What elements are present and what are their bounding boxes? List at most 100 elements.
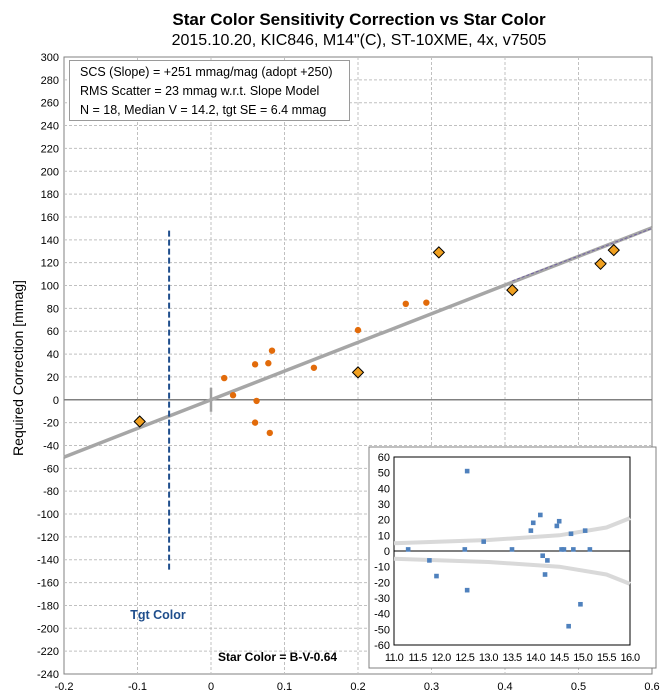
inset-data-point [462,547,468,552]
inset-data-point [427,558,432,563]
data-point [354,326,362,334]
chart-title: Star Color Sensitivity Correction vs Sta… [172,10,546,29]
y-tick-label: -220 [37,646,59,658]
y-tick-label: 120 [41,258,59,270]
y-tick-label: 280 [41,75,59,87]
inset-data-point [587,547,593,552]
inset-y-tick-label: 10 [378,530,390,542]
inset-data-point [509,547,515,552]
main-grid [63,56,653,675]
inset-data-point [568,531,574,537]
inset-data-point [571,547,576,552]
diamond-point [351,366,365,379]
inset-data-point [578,601,583,607]
y-tick-label: -60 [43,463,59,475]
y-tick-label: 140 [41,235,59,247]
x-tick-label: 0.1 [277,681,292,693]
y-tick-label: -100 [37,509,59,521]
inset-data-point [538,512,543,518]
inset-x-tick-label: 14.5 [550,652,569,664]
inset-y-tick-label: -60 [374,640,390,652]
inset-data-point [464,587,470,593]
inset-y-tick-label: 0 [384,546,390,558]
y-tick-label: 240 [41,121,59,133]
data-point [229,392,237,399]
inset-data-point [530,520,536,526]
inset-x-tick-label: 13.5 [502,652,521,664]
y-tick-label: 20 [47,372,59,384]
y-tick-label: -180 [37,600,59,612]
y-axis-label: Required Correction [mmag] [10,280,26,456]
inset-x-tick-label: 12.5 [455,652,474,664]
y-tick-label: 80 [47,303,59,315]
inset-data-point [434,573,439,579]
inset-data-point [540,553,545,558]
data-point [251,361,259,368]
diamond-point [594,257,607,271]
x-tick-label: 0.3 [424,681,439,693]
y-tick-label: -240 [37,669,59,681]
data-point [402,300,409,307]
inset-y-tick-label: 20 [378,515,390,527]
y-tick-label: 0 [53,395,59,407]
y-tick-label: -40 [43,440,59,452]
x-tick-label: 0.6 [644,681,659,693]
inset-x-tick-label: 16.0 [620,652,639,664]
y-tick-label: -160 [37,578,59,590]
inset-x-tick-label: 15.0 [573,652,592,664]
y-tick-label: 60 [47,326,59,338]
inset-y-tick-label: -10 [374,562,390,574]
chart-subtitle: 2015.10.20, KIC846, M14"(C), ST-10XME, 4… [171,32,547,49]
y-tick-label: 260 [41,98,59,110]
y-tick-label: 160 [41,212,59,224]
inset-data-point [542,572,548,577]
diamond-point [432,246,446,259]
inset-x-tick-label: 14.0 [526,652,545,664]
inset-data-point [559,547,564,552]
y-tick-label: 100 [41,281,59,293]
x-tick-label: 0.5 [571,681,586,693]
inset-y-tick-label: 30 [378,499,390,511]
inset-data-point [566,623,571,629]
inset-y-tick-label: -20 [374,577,390,589]
y-tick-label: 40 [47,349,59,361]
y-tick-label: -80 [43,486,59,498]
y-tick-label: -20 [43,418,59,430]
target-color-label: Tgt Color [130,608,186,622]
stats-rms: RMS Scatter = 23 mmag w.r.t. Slope Model [80,84,320,98]
main-tick-labels: 3002802602402202001801601401201008060402… [37,52,660,693]
inset-y-tick-label: 60 [378,452,390,464]
diamond-point [506,283,519,297]
inset-x-tick-label: 13.0 [479,652,498,664]
inset-y-tick-label: -50 [374,624,390,636]
inset-data-point [582,528,588,533]
data-point [221,374,228,382]
data-point [268,347,276,354]
inset-data-point [554,523,560,529]
data-point [251,419,259,426]
stats-box: SCS (Slope) = +251 mmag/mag (adopt +250)… [69,60,350,121]
x-tick-label: 0.2 [350,681,365,693]
fit-line [63,226,653,459]
data-point [266,429,273,437]
inset-y-tick-label: 50 [378,468,390,480]
y-tick-label: 300 [41,52,59,64]
data-point [423,299,430,306]
main-marks [63,226,653,572]
inset-data-point [481,539,486,544]
inset-data-point [561,547,567,552]
y-tick-label: -120 [37,532,59,544]
inset-upper-band [393,516,631,546]
x-tick-label: -0.1 [128,681,147,693]
data-point [253,397,260,405]
inset-x-tick-label: 15.5 [597,652,616,664]
inset-data-point [528,528,534,533]
inset-x-tick-label: 12.0 [432,652,451,664]
data-point [265,360,272,367]
y-tick-label: -140 [37,555,59,567]
inset-x-tick-label: 11.5 [408,652,427,664]
inset-y-tick-label: 40 [378,483,390,495]
star-color-note: Star Color = B-V-0.64 [218,650,338,664]
